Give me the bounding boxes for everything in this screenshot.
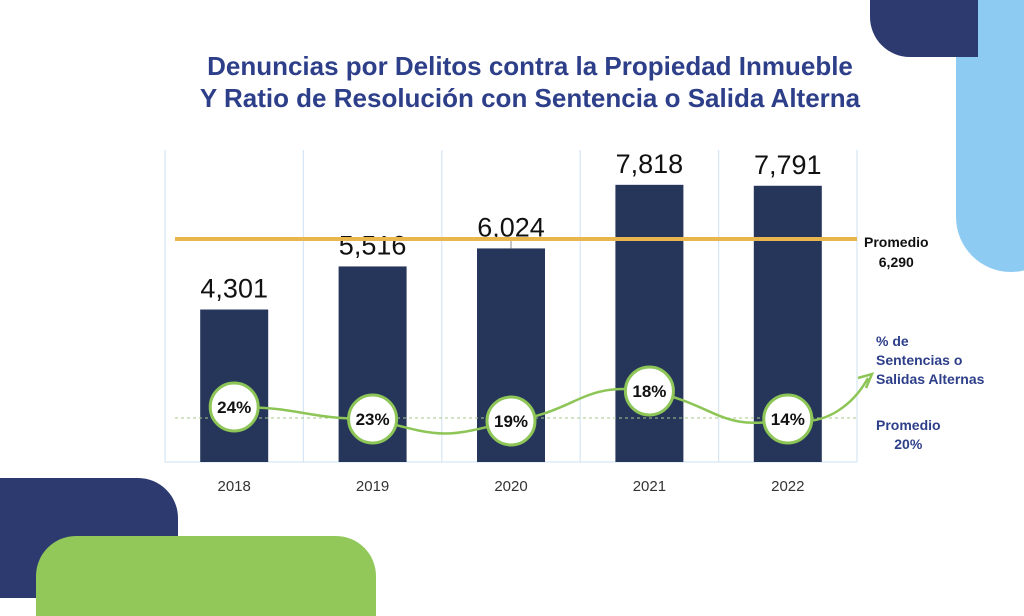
average-bar-label-value: 6,290 [878, 254, 914, 270]
average-bar-label-title: Promedio [864, 234, 929, 250]
percentage-marker [485, 395, 537, 447]
x-tick-label: 2022 [771, 478, 804, 495]
decorative-shape-top-right-dark [870, 0, 978, 57]
bar-value-label: 5,516 [339, 230, 407, 260]
percentage-marker [762, 393, 814, 445]
percentage-value-label: 18% [632, 382, 666, 401]
chart-title-line-2: Y Ratio de Resolución con Sentencia o Sa… [199, 83, 861, 113]
percentage-value-label: 19% [494, 412, 528, 431]
chart-title-line-1: Denuncias por Delitos contra la Propieda… [207, 51, 853, 81]
percentage-marker [623, 365, 675, 417]
percentage-value-label: 24% [217, 398, 251, 417]
percentage-series-arrowhead [857, 372, 875, 389]
percentage-series-label-line-1: % de [876, 333, 909, 349]
percentage-marker [208, 381, 260, 433]
x-tick-label: 2018 [218, 478, 251, 495]
bar-value-label: 7,818 [616, 149, 684, 179]
bar-value-label: 4,301 [200, 274, 268, 304]
x-tick-label: 2020 [494, 478, 527, 495]
percentage-value-label: 23% [356, 410, 390, 429]
percentage-value-label: 14% [771, 410, 805, 429]
percentage-series-label-line-3: Salidas Alternas [876, 371, 985, 387]
percentage-series-label: % de Sentencias o Salidas Alternas [876, 332, 984, 389]
average-percentage-label-value: 20% [894, 436, 923, 452]
average-bar-label: Promedio 6,290 [864, 232, 929, 272]
x-tick-label: 2021 [633, 478, 666, 495]
average-percentage-label: Promedio 20% [876, 416, 941, 454]
bar-value-label: 7,791 [754, 150, 822, 180]
percentage-marker [347, 393, 399, 445]
percentage-series-label-line-2: Sentencias o [876, 352, 963, 368]
bar [615, 184, 684, 463]
average-percentage-label-title: Promedio [876, 417, 941, 433]
x-tick-label: 2019 [356, 478, 389, 495]
